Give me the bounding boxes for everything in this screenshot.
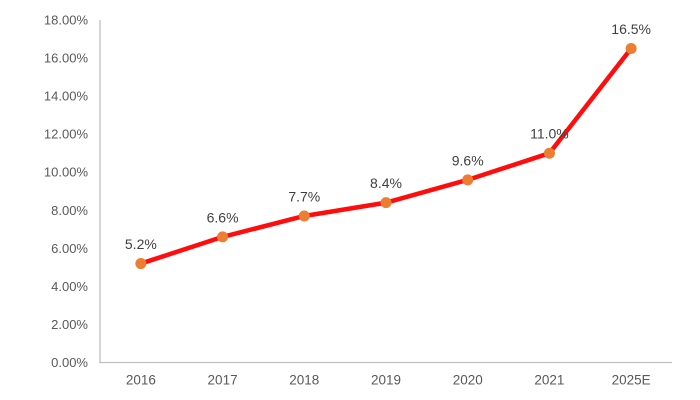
y-tick-label: 10.00% [44, 165, 89, 180]
y-tick-label: 18.00% [44, 13, 89, 28]
data-point-label: 6.6% [207, 209, 239, 225]
x-tick-label: 2021 [534, 373, 564, 388]
data-point-marker [625, 43, 637, 55]
x-tick-label: 2017 [208, 373, 238, 388]
x-tick-label: 2018 [289, 373, 319, 388]
data-point-label: 16.5% [611, 21, 651, 37]
y-tick-label: 4.00% [51, 279, 88, 294]
data-point-marker [462, 174, 474, 186]
x-tick-label: 2020 [453, 373, 483, 388]
y-tick-label: 14.00% [44, 89, 89, 104]
data-point-marker [217, 231, 229, 243]
y-tick-label: 0.00% [51, 355, 88, 370]
data-point-label: 11.0% [530, 126, 569, 142]
x-tick-label: 2019 [371, 373, 401, 388]
y-tick-label: 8.00% [51, 203, 88, 218]
y-tick-label: 2.00% [51, 317, 88, 332]
y-tick-label: 12.00% [44, 127, 89, 142]
y-tick-label: 6.00% [51, 241, 88, 256]
x-tick-label: 2025E [612, 373, 651, 388]
data-point-label: 7.7% [288, 188, 320, 204]
series-line [138, 46, 634, 266]
data-point-label: 9.6% [452, 152, 484, 168]
data-point-marker [298, 210, 310, 222]
data-point-label: 8.4% [370, 175, 402, 191]
data-point-label: 5.2% [125, 236, 157, 252]
y-tick-label: 16.00% [44, 51, 89, 66]
data-point-marker [380, 197, 392, 209]
x-tick-label: 2016 [126, 373, 156, 388]
data-point-marker [135, 258, 147, 270]
data-point-marker [543, 147, 555, 159]
